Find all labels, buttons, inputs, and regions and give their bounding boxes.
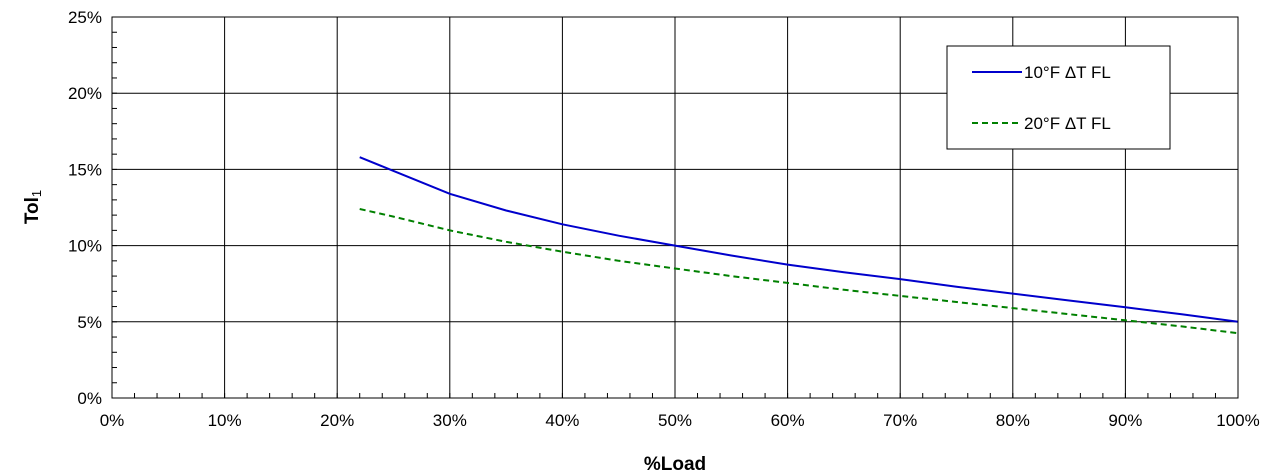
x-tick-labels: 0% 10% 20% 30% 40% 50% 60% 70% 80% 90% 100% — [100, 411, 1260, 430]
y-tick-label-5: 25% — [68, 8, 102, 27]
x-axis-title: %Load — [644, 454, 706, 475]
y-tick-label-3: 15% — [68, 160, 102, 179]
x-tick-label-10: 100% — [1216, 411, 1259, 430]
y-tick-labels: 0% 5% 10% 15% 20% 25% — [68, 8, 102, 408]
y-axis-title: Tol1 — [22, 190, 44, 224]
legend-label-20f: 20°F ΔT FL — [1024, 114, 1111, 133]
y-tick-label-2: 10% — [68, 237, 102, 256]
legend-label-10f: 10°F ΔT FL — [1024, 63, 1111, 82]
x-tick-label-4: 40% — [545, 411, 579, 430]
x-tick-label-2: 20% — [320, 411, 354, 430]
series-layer — [359, 156, 1239, 335]
legend-box — [946, 45, 1171, 150]
x-tick-label-5: 50% — [658, 411, 692, 430]
x-tick-label-8: 80% — [996, 411, 1030, 430]
y-axis-title-main: Tol — [22, 197, 43, 224]
x-tick-label-3: 30% — [433, 411, 467, 430]
minor-ticks — [111, 16, 1239, 399]
x-tick-label-6: 60% — [771, 411, 805, 430]
y-axis-title-subscript: 1 — [29, 190, 44, 197]
y-tick-label-0: 0% — [77, 389, 102, 408]
x-tick-label-9: 90% — [1108, 411, 1142, 430]
y-tick-label-1: 5% — [77, 313, 102, 332]
y-tick-label-4: 20% — [68, 84, 102, 103]
x-tick-label-0: 0% — [100, 411, 125, 430]
x-tick-label-7: 70% — [883, 411, 917, 430]
x-tick-label-1: 10% — [208, 411, 242, 430]
legend: 10°F ΔT FL 20°F ΔT FL — [946, 45, 1171, 150]
series-line-0 — [359, 156, 1239, 323]
series-line-1 — [359, 208, 1239, 335]
plot-frame — [111, 16, 1239, 399]
